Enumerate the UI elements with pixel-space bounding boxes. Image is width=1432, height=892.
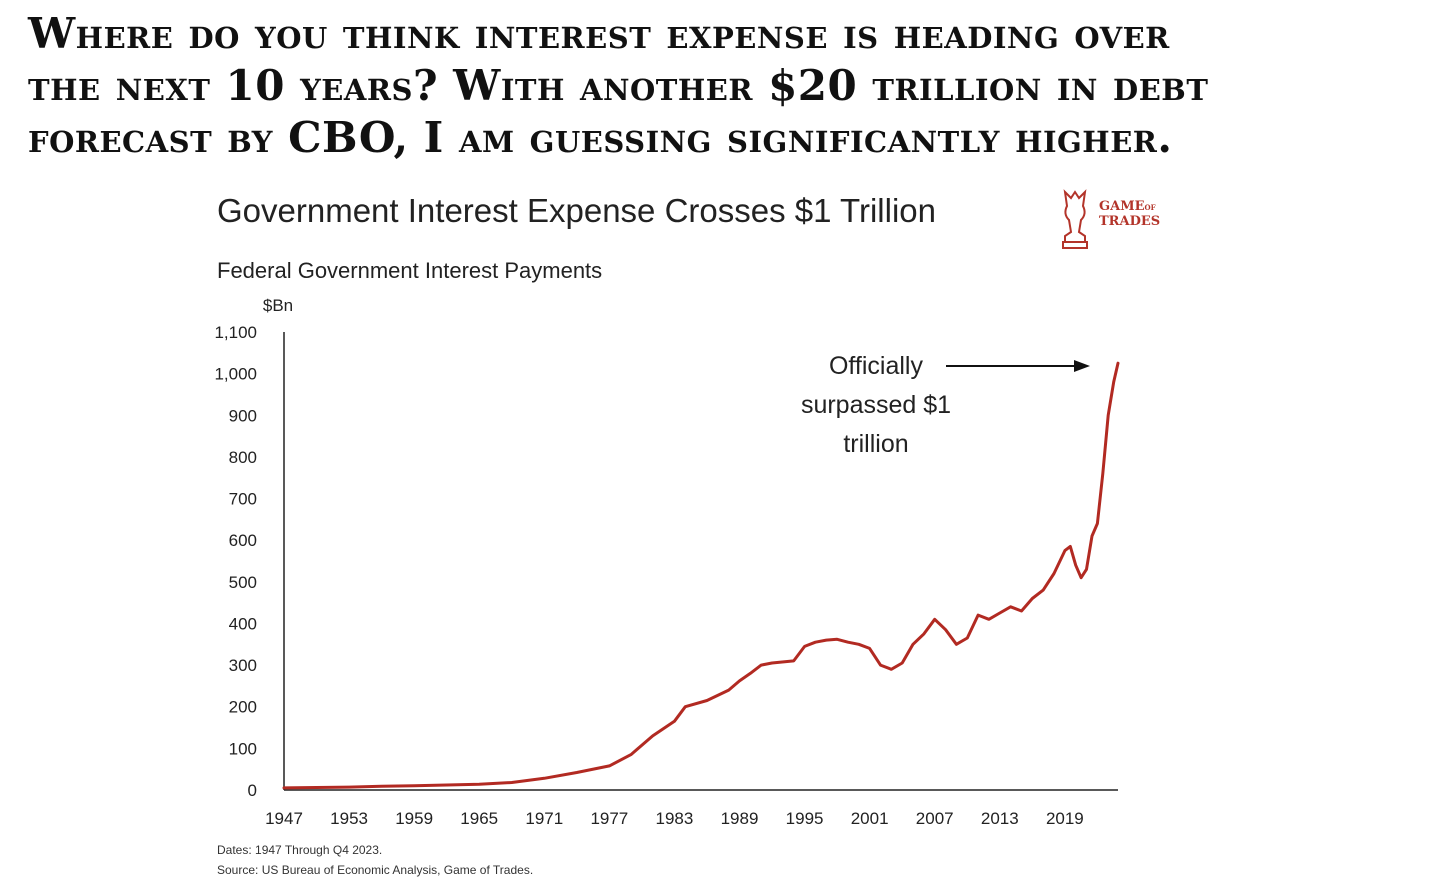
x-tick-label: 2001 xyxy=(851,809,889,828)
y-tick-label: 1,100 xyxy=(214,323,257,342)
x-tick-label: 1983 xyxy=(656,809,694,828)
x-tick-label: 2019 xyxy=(1046,809,1084,828)
y-tick-label: 700 xyxy=(229,490,257,509)
series-group xyxy=(282,361,1120,790)
x-tick-label: 2007 xyxy=(916,809,954,828)
annotation-arrow-head xyxy=(1074,360,1090,372)
y-tick-label: 400 xyxy=(229,614,257,633)
x-tick-label: 1977 xyxy=(590,809,628,828)
headline-line-1: Where do you think interest expense is h… xyxy=(28,9,1170,58)
x-tick-label: 1971 xyxy=(525,809,563,828)
headline-line-2: the next 10 years? With another $20 tril… xyxy=(28,61,1209,110)
y-tick-label: 0 xyxy=(248,781,257,800)
headline: Where do you think interest expense is h… xyxy=(28,8,1418,164)
y-tick-label: 100 xyxy=(229,739,257,758)
x-tick-label: 2013 xyxy=(981,809,1019,828)
y-tick-label: 800 xyxy=(229,448,257,467)
footnote-source: Source: US Bureau of Economic Analysis, … xyxy=(217,863,534,877)
logo-text: GAMEOF TRADES xyxy=(1099,200,1160,229)
game-of-trades-logo: GAMEOF TRADES xyxy=(1055,186,1180,252)
annotation-text: Officially xyxy=(829,352,924,380)
x-tick-label: 1995 xyxy=(786,809,824,828)
x-axis: 1947 1953 1959 1965 1971 1977 1983 1989 1995 2001… xyxy=(265,789,1118,828)
y-tick-label: 1,000 xyxy=(214,365,257,384)
chart-subtitle: Federal Government Interest Payments xyxy=(217,258,603,283)
y-axis: 0 100 200 300 400 500 600 700 800 900 1,000 1,100 xyxy=(214,323,285,800)
x-tick-label: 1947 xyxy=(265,809,303,828)
annotation-text: trillion xyxy=(843,430,908,458)
annotation: Officially surpassed $1 trillion xyxy=(801,352,1090,458)
logo-line-1: GAME xyxy=(1099,199,1145,214)
logo-line-2: TRADES xyxy=(1099,214,1161,229)
y-tick-label: 900 xyxy=(229,406,257,425)
footnote-dates: Dates: 1947 Through Q4 2023. xyxy=(217,843,383,857)
y-axis-label: $Bn xyxy=(263,296,293,315)
x-tick-label: 1959 xyxy=(395,809,433,828)
y-tick-label: 600 xyxy=(229,531,257,550)
logo-line-1-small: OF xyxy=(1144,203,1156,212)
annotation-text: surpassed $1 xyxy=(801,391,951,419)
y-tick-label: 200 xyxy=(229,698,257,717)
y-tick-label: 300 xyxy=(229,656,257,675)
x-tick-label: 1989 xyxy=(721,809,759,828)
headline-line-3: forecast by CBO, I am guessing significa… xyxy=(28,113,1173,162)
y-tick-label: 500 xyxy=(229,573,257,592)
x-tick-label: 1953 xyxy=(330,809,368,828)
knight-icon xyxy=(1062,189,1088,249)
series-line-0 xyxy=(282,361,1120,790)
chart-title: Government Interest Expense Crosses $1 T… xyxy=(217,192,936,229)
x-tick-label: 1965 xyxy=(460,809,498,828)
